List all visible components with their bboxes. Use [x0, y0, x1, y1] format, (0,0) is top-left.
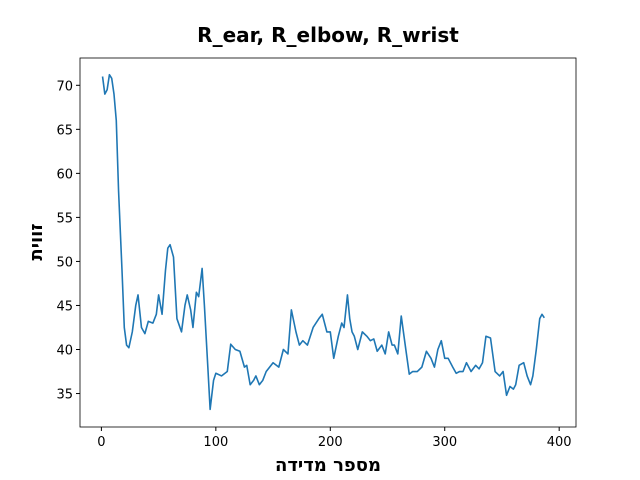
y-tick-label: 45 — [56, 299, 73, 314]
y-tick-label: 70 — [56, 79, 73, 94]
y-tick-label: 40 — [56, 344, 73, 359]
y-axis-label: זווית — [26, 223, 47, 260]
x-tick-label: 200 — [318, 435, 343, 450]
y-tick-label: 65 — [56, 123, 73, 138]
y-tick-label: 35 — [56, 388, 73, 403]
chart-title: R_ear, R_elbow, R_wrist — [197, 23, 459, 47]
x-tick-label: 0 — [97, 435, 105, 450]
y-tick-label: 50 — [56, 255, 73, 270]
x-tick-label: 400 — [547, 435, 572, 450]
x-tick-label: 300 — [432, 435, 457, 450]
y-tick-label: 55 — [56, 211, 73, 226]
y-tick-label: 60 — [56, 167, 73, 182]
data-line — [101, 73, 545, 411]
x-tick-label: 100 — [203, 435, 228, 450]
plot-frame — [79, 57, 577, 428]
x-axis-label: מספר מדידה — [275, 455, 381, 476]
